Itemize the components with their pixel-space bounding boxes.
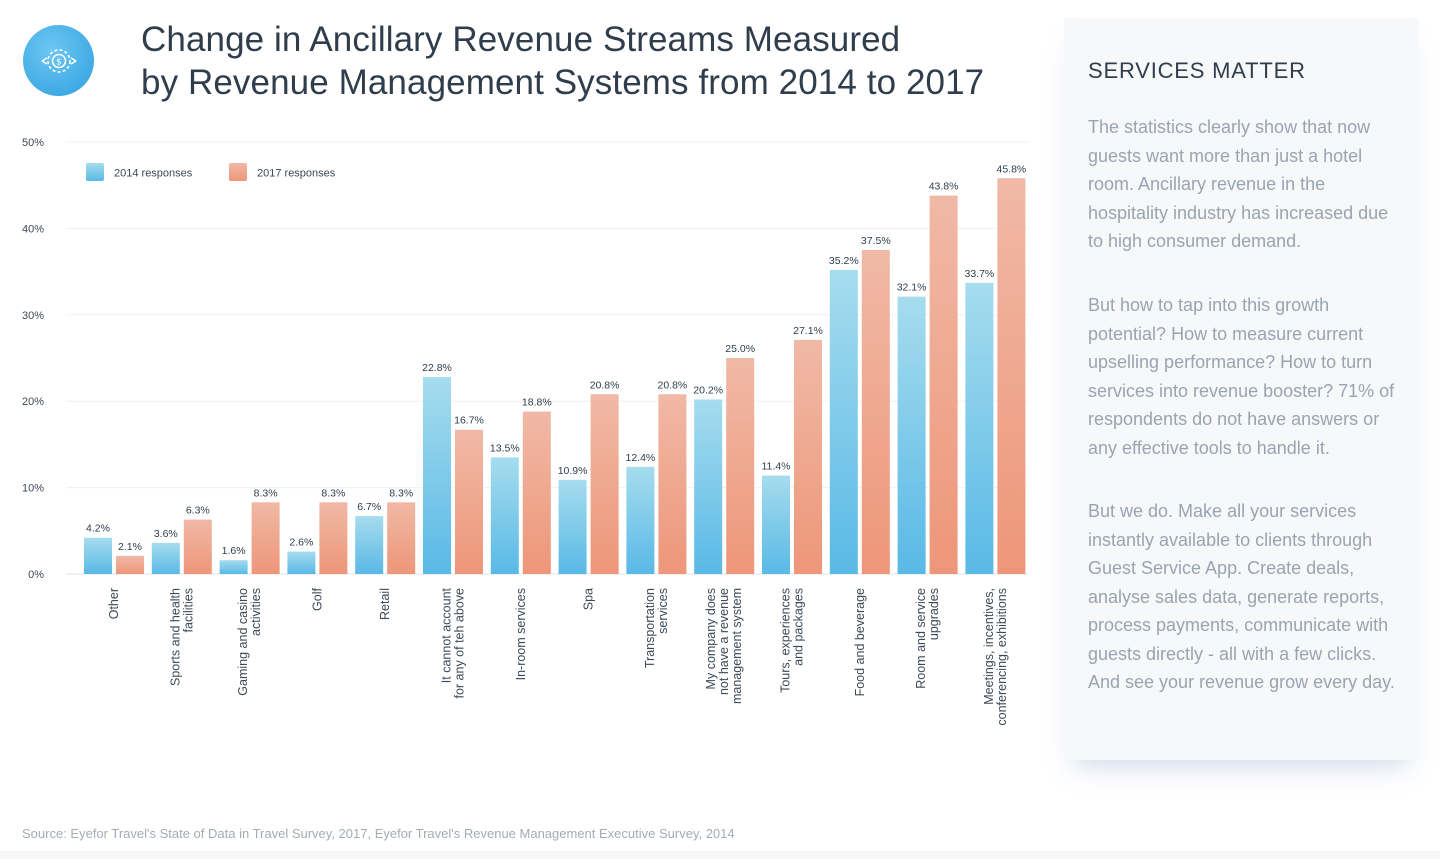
x-tick-label: Spa xyxy=(582,588,596,610)
bar-s0-c10 xyxy=(762,475,790,574)
title-line-2: by Revenue Management Systems from 2014 … xyxy=(141,63,985,102)
bar-chart: 0% 10% 20% 30% 40% 50% 2014 responses 2017 resp… xyxy=(22,137,1028,726)
data-label-s0-c2: 1.6% xyxy=(222,545,246,557)
x-tick-label: Tours, experiencesand packages xyxy=(779,588,806,693)
bar-s1-c4 xyxy=(387,502,416,574)
data-label-s1-c10: 27.1% xyxy=(793,325,823,337)
y-tick-label: 40% xyxy=(22,223,44,235)
bar-s0-c6 xyxy=(490,457,519,574)
x-tick-label: Golf xyxy=(310,587,324,610)
data-label-s0-c8: 12.4% xyxy=(626,452,656,464)
bar-s1-c12 xyxy=(929,195,958,574)
bar-s0-c9 xyxy=(694,399,723,574)
bar-s1-c3 xyxy=(319,502,348,574)
x-tick-label: Gaming and casinoactivities xyxy=(236,588,263,696)
bar-s1-c10 xyxy=(794,339,822,574)
x-tick-label: Other xyxy=(107,588,121,619)
data-label-s0-c7: 10.9% xyxy=(558,465,588,477)
data-label-s1-c2: 8.3% xyxy=(254,487,278,499)
bar-s0-c13 xyxy=(965,282,994,574)
bar-s1-c11 xyxy=(861,250,890,574)
data-label-s0-c6: 13.5% xyxy=(490,442,520,454)
title-line-1: Change in Ancillary Revenue Streams Meas… xyxy=(141,20,901,59)
data-label-s1-c8: 20.8% xyxy=(658,379,688,391)
y-tick-label: 10% xyxy=(22,483,44,495)
gear-dollar-icon: $ xyxy=(41,48,76,73)
data-label-s0-c12: 32.1% xyxy=(897,282,927,294)
y-tick-label: 0% xyxy=(28,569,44,581)
data-label-s0-c3: 2.6% xyxy=(289,537,313,549)
bar-s1-c6 xyxy=(522,411,551,574)
data-label-s1-c0: 2.1% xyxy=(118,541,142,553)
logo: $ xyxy=(23,25,94,96)
x-tick-label: In-room services xyxy=(514,588,528,680)
data-label-s0-c5: 22.8% xyxy=(422,362,452,374)
data-label-s1-c5: 16.7% xyxy=(454,415,484,427)
x-tick-label: Retail xyxy=(378,588,392,620)
bar-s0-c3 xyxy=(287,551,316,574)
footer-strip xyxy=(0,851,1440,859)
data-label-s1-c11: 37.5% xyxy=(861,235,891,247)
data-label-s0-c9: 20.2% xyxy=(693,384,723,396)
bar-s0-c11 xyxy=(829,269,858,574)
legend-swatch-0 xyxy=(86,163,104,181)
data-label-s1-c1: 6.3% xyxy=(186,505,210,517)
data-label-s0-c1: 3.6% xyxy=(154,528,178,540)
y-tick-label: 50% xyxy=(22,137,44,149)
legend-swatch-1 xyxy=(229,163,247,181)
data-label-s1-c13: 45.8% xyxy=(997,163,1027,175)
x-tick-label: Room and serviceupgrades xyxy=(914,588,941,689)
bar-s0-c7 xyxy=(558,479,587,574)
bar-s0-c2 xyxy=(219,560,248,574)
data-label-s0-c4: 6.7% xyxy=(357,501,381,513)
bar-s0-c12 xyxy=(897,296,926,574)
x-tick-label: Meetings, incentives,conferencing, exhib… xyxy=(982,588,1009,726)
bar-s0-c8 xyxy=(626,466,655,574)
data-label-s0-c11: 35.2% xyxy=(829,255,859,267)
bar-s1-c8 xyxy=(658,394,687,574)
legend-label-1: 2017 responses xyxy=(257,168,336,180)
sidebar-paragraph-3: But we do. Make all your services instan… xyxy=(1088,501,1395,692)
x-tick-label: Food and beverage xyxy=(853,588,867,696)
x-tick-label: Transportationservices xyxy=(643,588,670,668)
data-label-s1-c7: 20.8% xyxy=(590,379,620,391)
sidebar-paragraph-2: But how to tap into this growth potentia… xyxy=(1088,295,1395,458)
y-tick-label: 20% xyxy=(22,396,44,408)
page-title: Change in Ancillary Revenue Streams Meas… xyxy=(141,18,984,104)
x-tick-label: My company doesnot have a revenuemanagem… xyxy=(704,588,744,704)
svg-text:$: $ xyxy=(56,57,62,67)
bar-s1-c13 xyxy=(997,178,1026,574)
sidebar-panel: SERVICES MATTER The statistics clearly s… xyxy=(1064,18,1418,760)
y-tick-label: 30% xyxy=(22,310,44,322)
data-label-s1-c3: 8.3% xyxy=(321,487,345,499)
bar-s1-c2 xyxy=(251,502,280,574)
data-label-s1-c6: 18.8% xyxy=(522,397,552,409)
bar-s1-c9 xyxy=(726,358,755,574)
data-label-s0-c0: 4.2% xyxy=(86,523,110,535)
x-tick-label: It cannot accountfor any of teh above xyxy=(440,587,467,698)
data-label-s0-c10: 11.4% xyxy=(762,461,791,473)
data-label-s0-c13: 33.7% xyxy=(965,268,995,280)
bar-s0-c5 xyxy=(423,377,451,574)
data-label-s1-c9: 25.0% xyxy=(725,343,755,355)
bar-s0-c4 xyxy=(355,516,384,574)
bar-s0-c0 xyxy=(84,537,112,574)
bar-s1-c7 xyxy=(590,394,619,574)
x-tick-label: Sports and healthfacilities xyxy=(168,588,195,686)
bar-s1-c1 xyxy=(183,519,212,574)
bar-s1-c0 xyxy=(116,555,144,574)
bar-s0-c1 xyxy=(151,542,180,574)
data-label-s1-c4: 8.3% xyxy=(389,487,413,499)
data-label-s1-c12: 43.8% xyxy=(929,181,959,193)
source-note: Source: Eyefor Travel's State of Data in… xyxy=(22,826,735,841)
sidebar-paragraph-1: The statistics clearly show that now gue… xyxy=(1088,117,1389,251)
legend-label-0: 2014 responses xyxy=(114,168,193,180)
sidebar-title: SERVICES MATTER xyxy=(1088,58,1306,83)
bar-s1-c5 xyxy=(455,429,483,574)
